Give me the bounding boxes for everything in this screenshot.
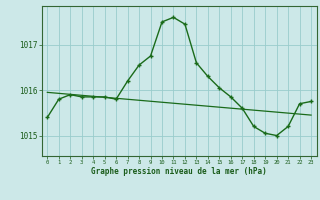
X-axis label: Graphe pression niveau de la mer (hPa): Graphe pression niveau de la mer (hPa) <box>91 167 267 176</box>
